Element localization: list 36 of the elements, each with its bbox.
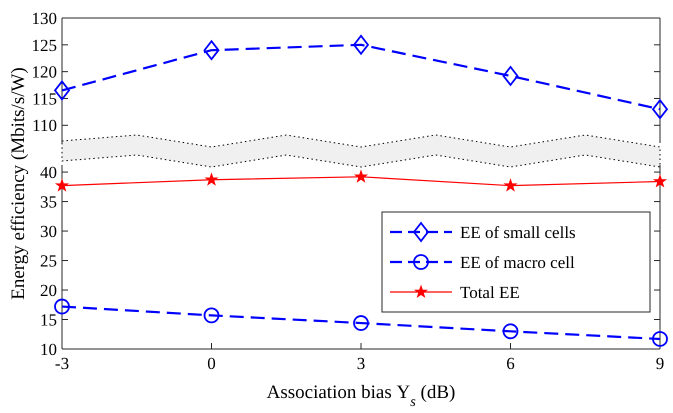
point bbox=[654, 174, 666, 188]
y-tick-label: 40 bbox=[40, 163, 57, 182]
point bbox=[502, 323, 518, 340]
x-tick-label: 9 bbox=[656, 354, 664, 373]
legend-label: EE of small cells bbox=[460, 222, 576, 242]
y-tick-label: 130 bbox=[32, 8, 57, 28]
point bbox=[54, 298, 70, 314]
point bbox=[504, 178, 517, 192]
y-tick-label: 120 bbox=[32, 62, 57, 82]
legend-label: EE of macro cell bbox=[460, 252, 575, 272]
y-tick-label: 25 bbox=[40, 251, 57, 270]
x-axis-title: Association bias Υ$_{s}$ (dB) bbox=[266, 382, 456, 410]
y-tick-label: 30 bbox=[40, 222, 57, 241]
point bbox=[204, 40, 220, 60]
point bbox=[204, 307, 220, 324]
x-tick-label: 3 bbox=[356, 354, 366, 373]
y-tick-label: 35 bbox=[40, 192, 57, 212]
point bbox=[652, 99, 668, 120]
point bbox=[353, 34, 369, 55]
legend-label: Total EE bbox=[460, 282, 520, 302]
point bbox=[652, 331, 668, 347]
point bbox=[353, 315, 369, 331]
point bbox=[502, 66, 518, 86]
point bbox=[354, 170, 368, 182]
y-tick-label: 20 bbox=[40, 280, 57, 300]
y-tick-label: 10 bbox=[40, 340, 57, 359]
y-tick-label: 125 bbox=[32, 36, 57, 55]
y-tick-label: 110 bbox=[32, 116, 57, 136]
x-tick-label: 6 bbox=[506, 354, 515, 373]
x-tick-label: 0 bbox=[207, 354, 216, 373]
y-axis-title: Energy efficiency (Mbits/s/W) bbox=[8, 67, 29, 300]
y-tick-label: 115 bbox=[32, 89, 57, 108]
point bbox=[205, 172, 218, 186]
point bbox=[56, 178, 68, 192]
y-tick-label: 15 bbox=[40, 310, 57, 330]
x-tick-label: -3 bbox=[54, 354, 70, 373]
